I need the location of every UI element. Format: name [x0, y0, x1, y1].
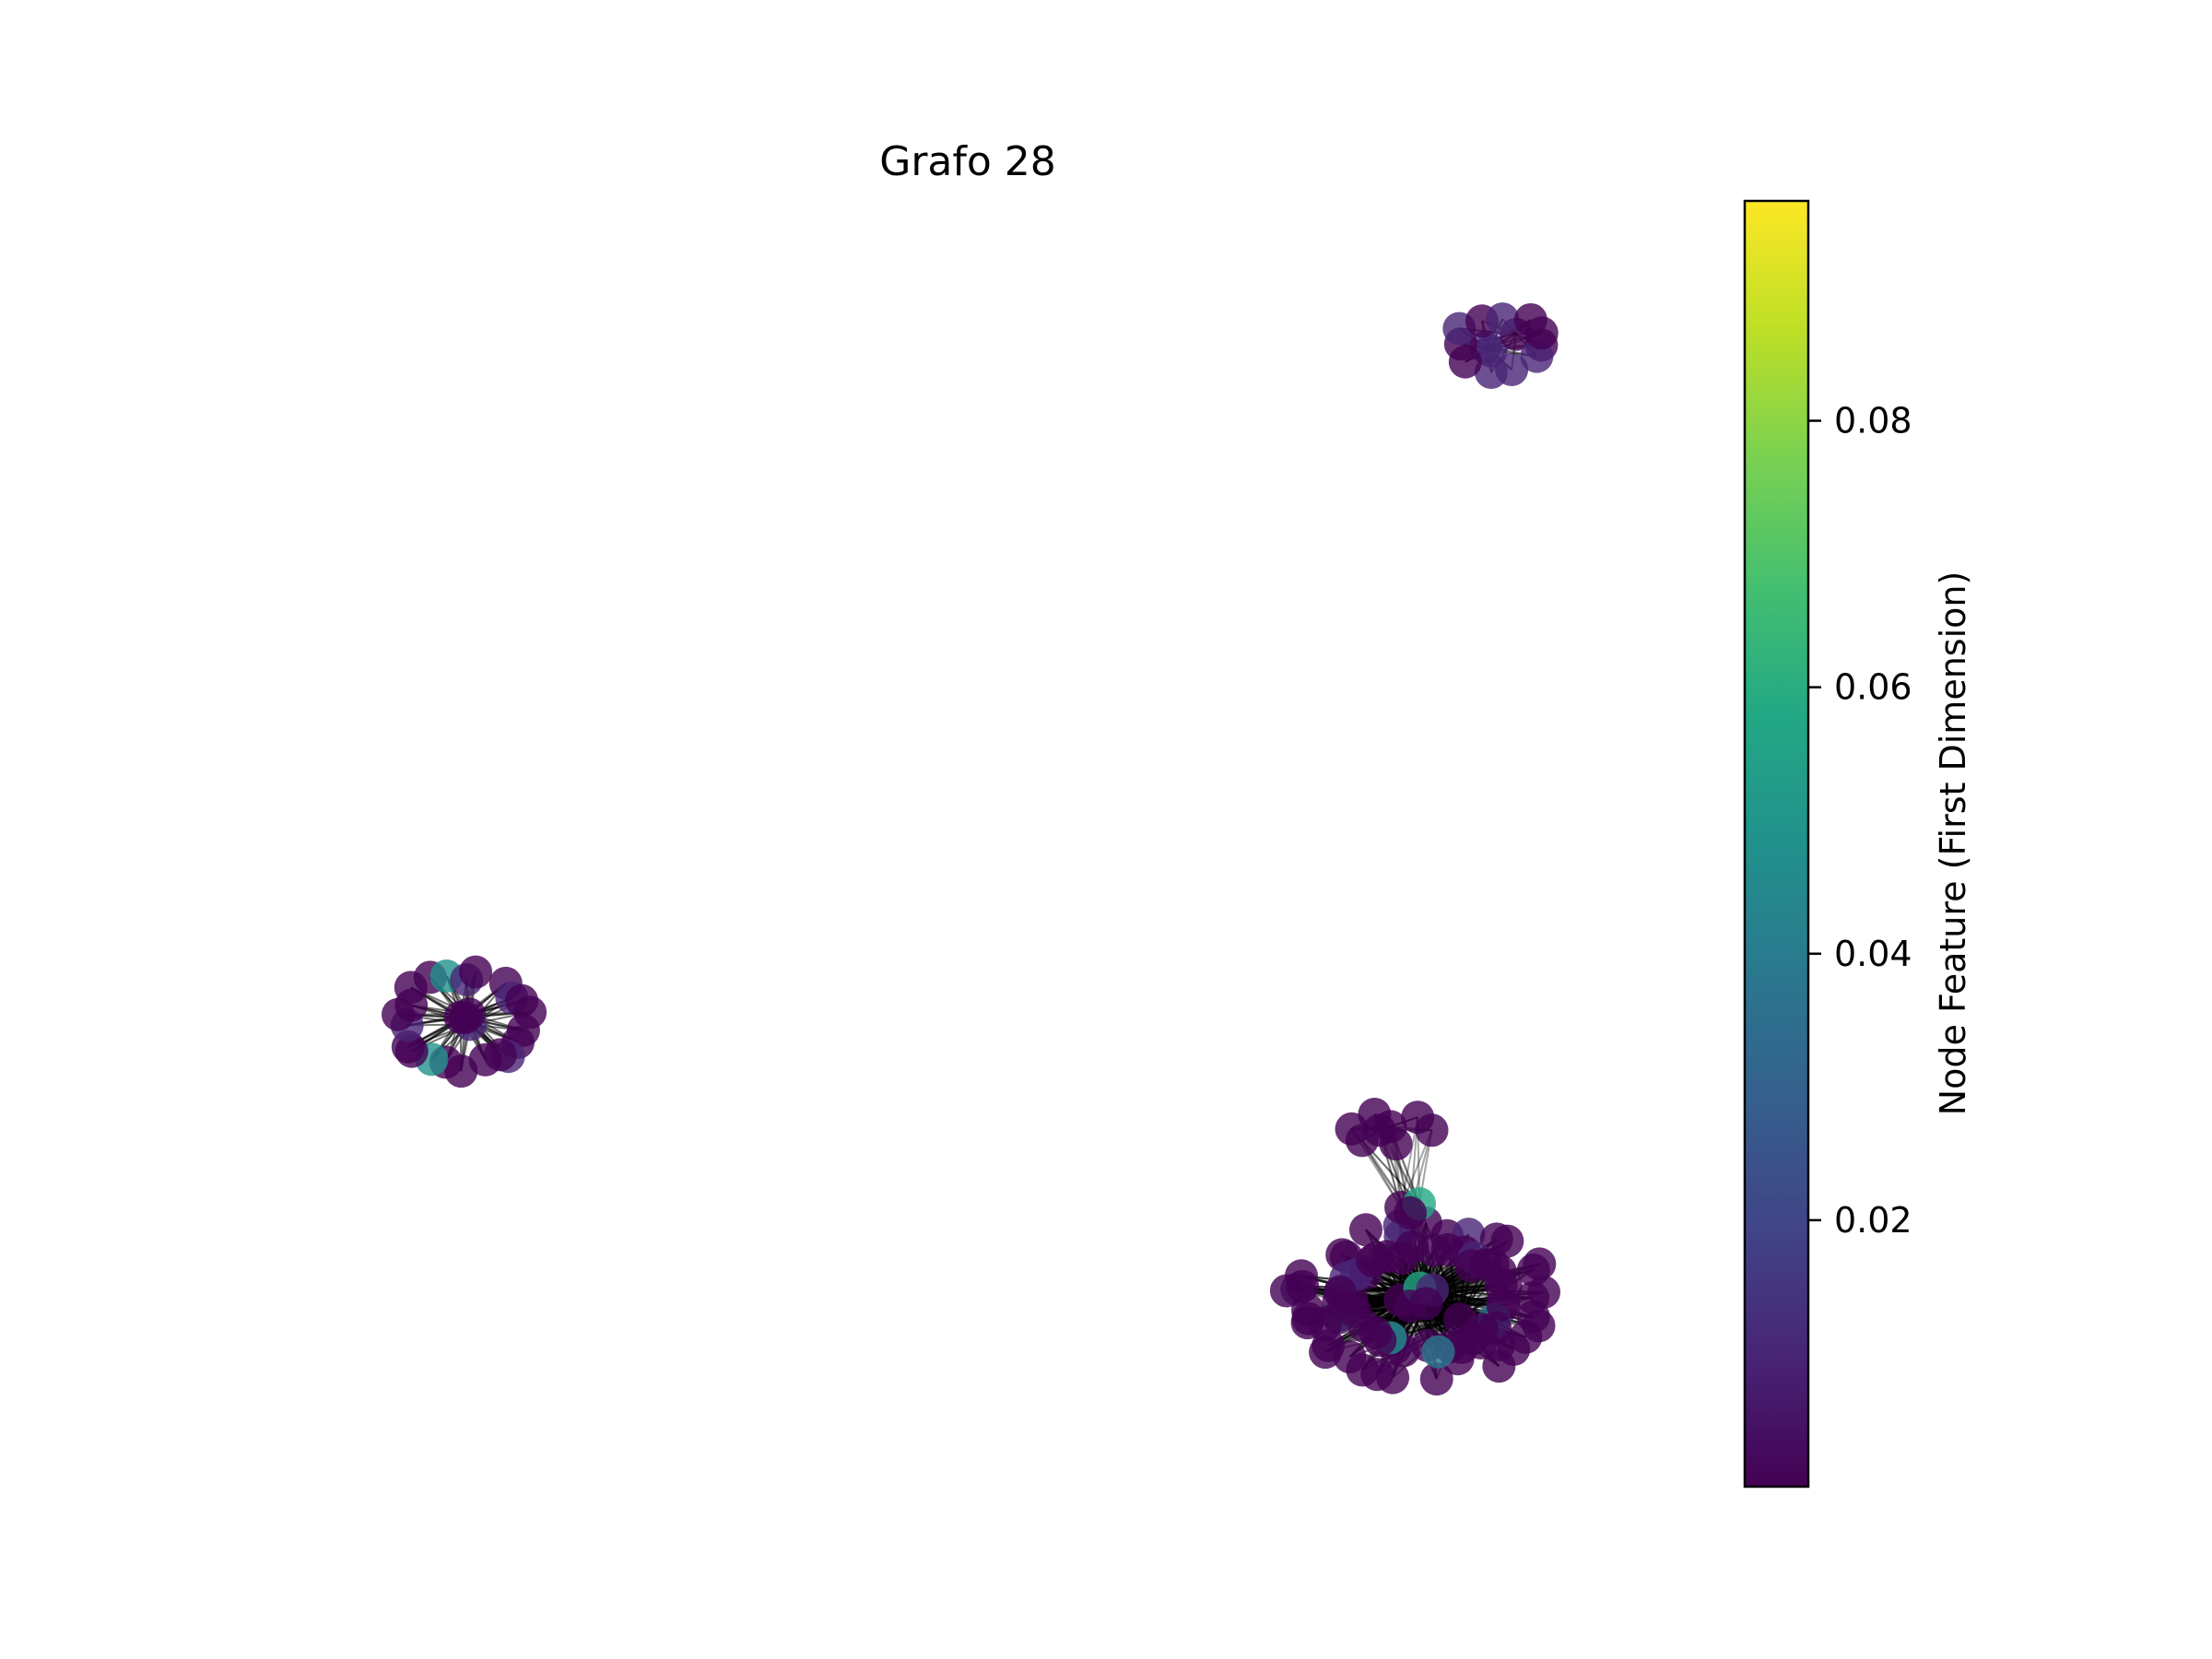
graph-node: [1409, 1287, 1443, 1321]
graph-node: [1401, 1100, 1435, 1135]
graph-node: [1486, 1288, 1520, 1322]
graph-node: [452, 997, 486, 1031]
graph-node: [1482, 1349, 1516, 1383]
chart-title: Grafo 28: [879, 138, 1056, 185]
colorbar-tick-label: 0.08: [1834, 401, 1912, 441]
colorbar-tick-label: 0.02: [1834, 1200, 1912, 1241]
graph-node: [1486, 302, 1520, 336]
graph-nodes: [381, 302, 1560, 1396]
graph-node: [1394, 1196, 1427, 1230]
graph-node: [1358, 1097, 1392, 1131]
colorbar-gradient: [1743, 199, 1810, 1488]
graph-node: [459, 955, 493, 989]
colorbar-ticks: 0.02 0.04 0.06 0.08: [1808, 401, 1912, 1241]
graph-node: [1269, 1274, 1303, 1308]
graph-node: [1379, 1127, 1413, 1161]
graph-node: [1524, 316, 1559, 350]
graph-node: [513, 995, 547, 1030]
colorbar-tick-label: 0.04: [1834, 934, 1912, 974]
graph-node: [1479, 1222, 1513, 1256]
graph-node: [1338, 1295, 1372, 1329]
colorbar-label: Node Feature (First Dimension): [1933, 571, 1973, 1116]
graph-node: [1474, 355, 1508, 389]
graph-node: [1419, 1362, 1453, 1396]
graph-node: [1421, 1335, 1455, 1369]
colorbar-tick-label: 0.06: [1834, 667, 1912, 708]
graph-node: [1348, 1213, 1382, 1247]
colorbar: 0.02 0.04 0.06 0.08 Node Feature (First Dim…: [1743, 199, 1973, 1488]
graph-node: [1516, 1281, 1550, 1315]
graph-node: [1308, 1308, 1342, 1342]
